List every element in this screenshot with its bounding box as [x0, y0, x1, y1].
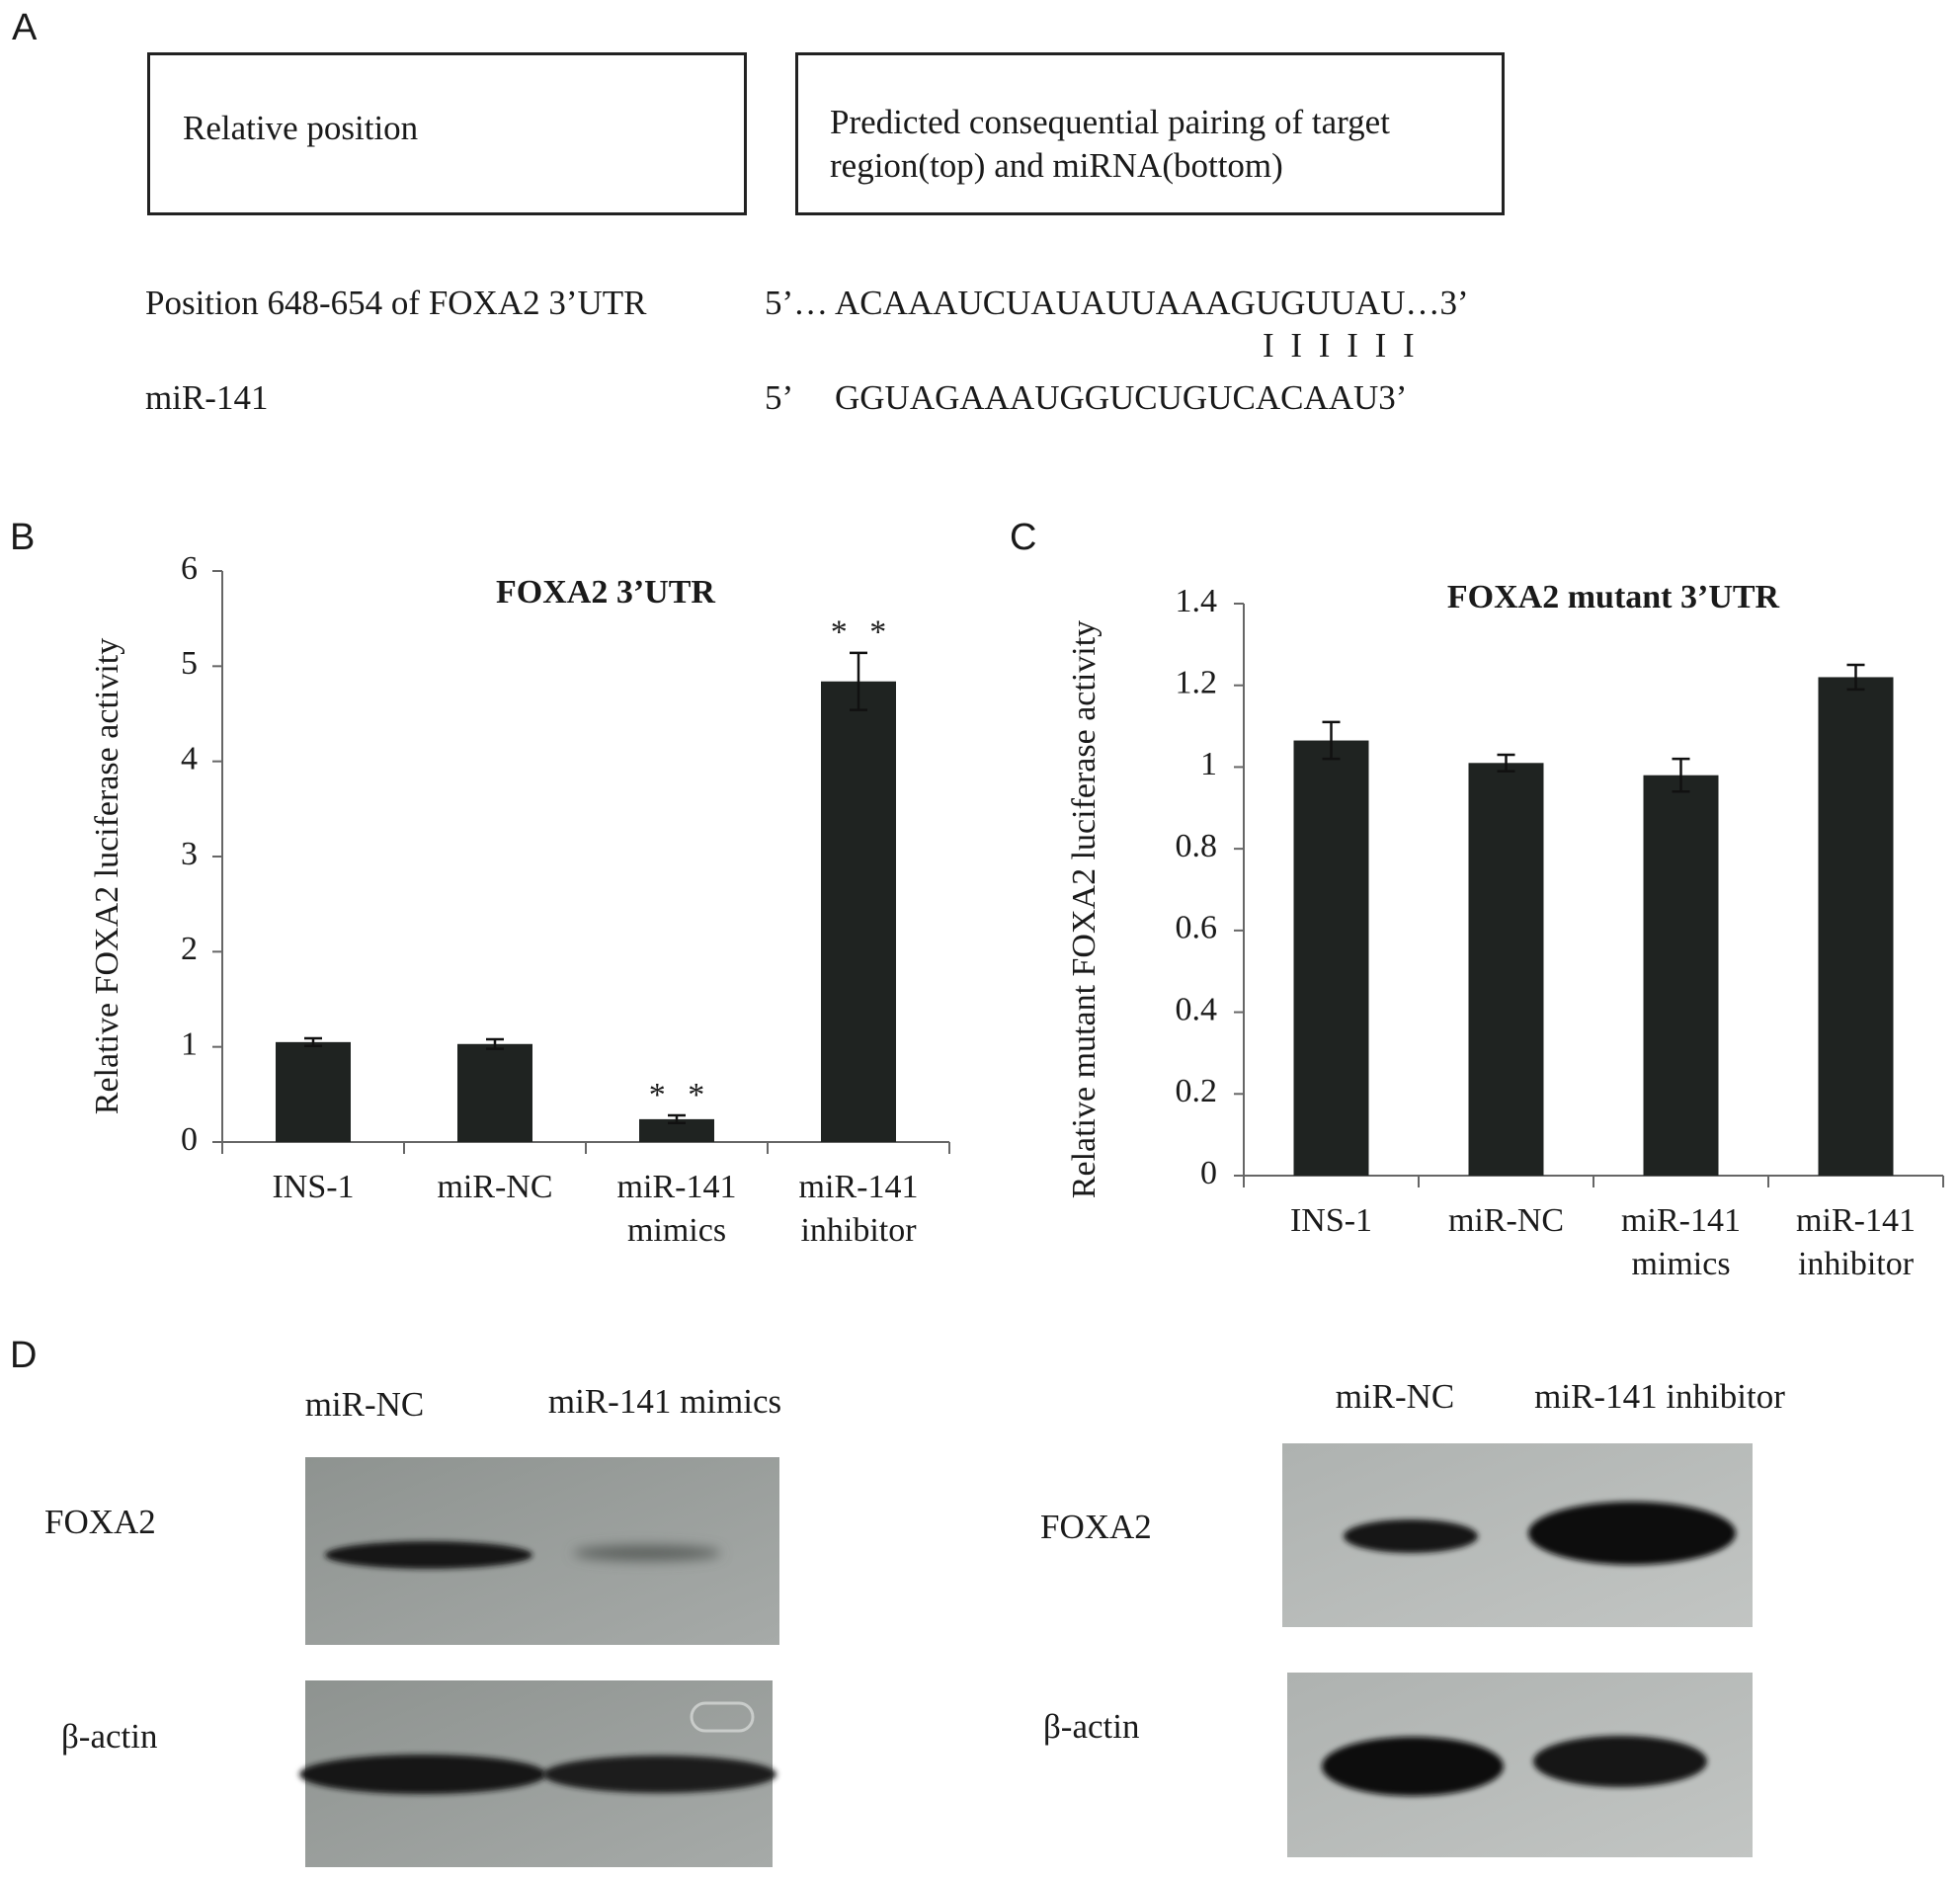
- panel-letter: B: [10, 517, 36, 558]
- error-bar: [1672, 757, 1690, 793]
- y-tick-label: 1.4: [1176, 583, 1218, 619]
- bar: [1293, 740, 1369, 1176]
- blot-right: [1282, 1443, 1753, 1857]
- panel-letter: D: [10, 1335, 38, 1376]
- row-label: β-actin: [61, 1717, 158, 1756]
- error-bar: [1497, 753, 1515, 773]
- blot-left: [299, 1457, 779, 1867]
- y-tick-label: 1.2: [1176, 665, 1218, 701]
- error-bar: [1322, 720, 1341, 761]
- sequence: ACAAAUCUAUAUUAAAGUGUUAU…3’: [835, 284, 1469, 322]
- bar: [1818, 677, 1894, 1176]
- y-tick-label: 1: [1200, 746, 1217, 782]
- x-tick-label: miR-141 inhibitor: [798, 1169, 919, 1249]
- x-tick-label: miR-141 mimics: [1621, 1202, 1741, 1282]
- header-text: Predicted consequential pairing of targe…: [830, 103, 1390, 185]
- sequence-prefix: 5’: [765, 378, 794, 417]
- y-tick-label: 0: [1200, 1155, 1217, 1191]
- y-tick-label: 1: [181, 1025, 198, 1062]
- x-tick-label: INS-1: [272, 1169, 355, 1205]
- panel-letter: C: [1010, 517, 1037, 558]
- blot-band: [299, 1755, 546, 1794]
- significance-label: * *: [831, 614, 887, 651]
- bar: [1643, 775, 1719, 1176]
- header-box: [147, 52, 747, 215]
- blot-band: [1322, 1737, 1504, 1796]
- y-axis-label: Relative FOXA2 luciferase activity: [89, 638, 125, 1114]
- row-label: miR-141: [145, 378, 269, 417]
- row-label: β-actin: [1043, 1707, 1140, 1746]
- row-label: FOXA2: [1040, 1508, 1152, 1546]
- x-tick-label: miR-141 mimics: [616, 1169, 737, 1249]
- lane-label: miR-141 mimics: [547, 1382, 782, 1421]
- x-tick-label: miR-NC: [437, 1169, 553, 1205]
- error-bar: [1846, 663, 1865, 692]
- header-text: Relative position: [183, 109, 419, 147]
- error-bar: [486, 1037, 504, 1050]
- row-label: Position 648-654 of FOXA2 3’UTR: [145, 284, 647, 322]
- y-tick-label: 0.6: [1176, 910, 1218, 946]
- blot-artifact: [690, 1701, 755, 1733]
- y-tick-label: 2: [181, 931, 198, 967]
- chart-title: FOXA2 3’UTR: [496, 574, 715, 611]
- x-tick-label: miR-NC: [1447, 1202, 1565, 1239]
- pairing-marks: I I I I I I: [1263, 326, 1419, 365]
- y-tick-label: 0.8: [1176, 828, 1218, 864]
- blot-band: [1533, 1736, 1707, 1787]
- blot-band: [1528, 1502, 1736, 1565]
- y-tick-label: 6: [181, 550, 198, 587]
- blot-band: [543, 1756, 776, 1793]
- y-tick-label: 5: [181, 645, 198, 682]
- blot-band: [325, 1541, 532, 1569]
- y-tick-label: 0: [181, 1121, 198, 1158]
- panel-letter: A: [12, 7, 38, 48]
- error-bar: [850, 651, 867, 711]
- lane-label: miR-141 inhibitor: [1534, 1377, 1785, 1416]
- bar: [457, 1043, 532, 1142]
- sequence: GGUAGAAAUGGUCUGUCACAAU3’: [835, 378, 1408, 417]
- error-bar: [304, 1036, 322, 1047]
- bar: [639, 1118, 714, 1142]
- y-tick-label: 3: [181, 836, 198, 872]
- header-box: [795, 52, 1505, 215]
- lane-label: miR-NC: [304, 1385, 425, 1424]
- y-tick-label: 4: [181, 740, 198, 777]
- blot-band: [573, 1545, 721, 1561]
- bar: [821, 681, 896, 1142]
- y-tick-label: 0.4: [1176, 991, 1218, 1027]
- row-label: FOXA2: [44, 1503, 156, 1541]
- chart-title: FOXA2 mutant 3’UTR: [1447, 579, 1780, 615]
- significance-label: * *: [649, 1077, 705, 1113]
- error-bar: [668, 1113, 686, 1124]
- y-tick-label: 0.2: [1176, 1073, 1218, 1109]
- sequence-prefix: 5’…: [765, 284, 829, 322]
- y-axis-label: Relative mutant FOXA2 luciferase activit…: [1066, 620, 1102, 1198]
- bar: [1468, 763, 1544, 1176]
- bar: [276, 1041, 351, 1142]
- lane-label: miR-NC: [1335, 1377, 1455, 1416]
- x-tick-label: INS-1: [1289, 1202, 1373, 1239]
- blot-band: [1344, 1519, 1478, 1553]
- x-tick-label: miR-141 inhibitor: [1796, 1202, 1916, 1282]
